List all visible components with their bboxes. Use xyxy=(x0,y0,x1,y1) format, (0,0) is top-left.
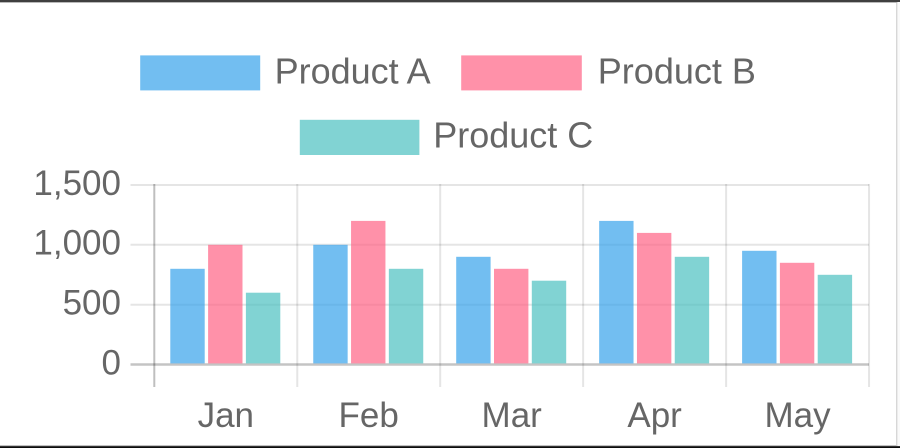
svg-text:1,000: 1,000 xyxy=(33,224,121,263)
svg-text:Feb: Feb xyxy=(339,396,399,435)
svg-text:Apr: Apr xyxy=(627,396,682,435)
svg-text:1,500: 1,500 xyxy=(33,164,121,203)
svg-text:500: 500 xyxy=(63,284,121,323)
svg-text:Mar: Mar xyxy=(482,396,543,435)
svg-text:Jan: Jan xyxy=(198,396,254,435)
svg-text:Product C: Product C xyxy=(433,115,593,156)
svg-text:0: 0 xyxy=(102,343,121,382)
svg-text:May: May xyxy=(765,396,832,435)
svg-text:Product A: Product A xyxy=(275,50,431,91)
svg-text:Product B: Product B xyxy=(598,50,756,91)
